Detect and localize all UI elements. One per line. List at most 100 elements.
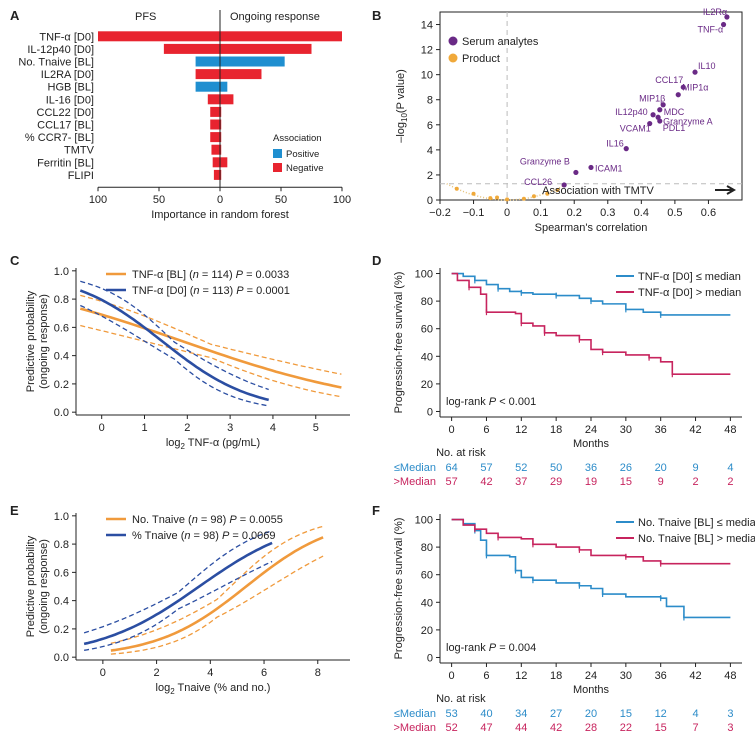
x-tick-label: 24 [585, 670, 597, 682]
y-tick-label: 40 [421, 597, 433, 609]
x-tick-label: 2 [184, 422, 190, 434]
x-tick-label: 0 [217, 194, 223, 206]
panel-b: −0.2 −0.1 0 0.1 0.2 0.3 0.4 0.5 0.6 0 2 4 6 8 10 12 14 Sp… [395, 7, 743, 234]
point-label: CCL26 [524, 177, 552, 187]
risk-low-value: 50 [550, 462, 562, 474]
product-point-4 [505, 197, 510, 202]
legend-dot-product [448, 53, 458, 63]
legend-label-1: % Tnaive (n = 98) P = 0.0069 [132, 530, 276, 542]
risk-high-value: 7 [692, 722, 698, 734]
x-axis-label: log2 Tnaive (% and no.) [156, 682, 271, 696]
point-label: MDC [664, 107, 685, 117]
legend-label-1: TNF-α [D0] > median [638, 287, 741, 299]
y-axis-label-2: (ongoing response) [38, 294, 50, 389]
panel-e: 0 2 4 6 8 0.0 0.2 0.4 0.6 0.8 1.0 log2 Tnaive (% an… [25, 511, 350, 696]
x-tick-label: 48 [724, 670, 736, 682]
y-axis-label: Progression-free survival (%) [393, 272, 405, 414]
y-tick-label: 6 [427, 120, 433, 132]
x-tick-label: 0 [504, 207, 510, 219]
risk-high-value: 42 [480, 476, 492, 488]
y-tick-label: 0.2 [54, 379, 69, 391]
legend-product: Product [462, 53, 500, 65]
point-label: IL12p40 [615, 107, 648, 117]
y-tick-label: 100 [415, 515, 433, 527]
product-point-3 [545, 191, 550, 196]
risk-low-value: 12 [655, 708, 667, 720]
x-axis-label: Spearman's correlation [535, 222, 648, 234]
legend-dot-serum [448, 36, 458, 46]
risk-high-value: 2 [727, 476, 733, 488]
risk-high-value: 44 [515, 722, 527, 734]
y-tick-label: 80 [421, 542, 433, 554]
serum-point-14 [561, 182, 567, 188]
x-axis-label: Months [573, 438, 610, 450]
legend-title: Association [273, 133, 322, 144]
point-label: IL16 [606, 139, 624, 149]
y-axis-label: –log10(P value) [395, 69, 409, 143]
y-tick-label: 0.8 [54, 539, 69, 551]
risk-high-value: 47 [480, 722, 492, 734]
risk-high-value: 9 [658, 476, 664, 488]
tmtv-annotation: Association with TMTV [542, 185, 654, 197]
risk-high-value: 28 [585, 722, 597, 734]
y-tick-label: 8 [427, 95, 433, 107]
x-tick-label: 30 [620, 670, 632, 682]
x-tick-label: 0.6 [701, 207, 716, 219]
x-tick-label: 100 [333, 194, 351, 206]
y-tick-label: 0 [427, 652, 433, 664]
product-point-0 [495, 195, 500, 200]
risk-title: No. at risk [436, 693, 486, 705]
y-tick-label: 0 [427, 195, 433, 207]
panel-label-B: B [372, 8, 381, 23]
y-tick-label: 80 [421, 296, 433, 308]
product-point-2 [471, 191, 476, 196]
x-tick-label: 36 [655, 424, 667, 436]
category-label: TNF-α [D0] [39, 31, 94, 43]
x-tick-label: 0.2 [567, 207, 582, 219]
legend-label-0: No. Tnaive (n = 98) P = 0.0055 [132, 514, 283, 526]
x-tick-label: 12 [515, 670, 527, 682]
km-curve-0 [451, 272, 731, 316]
legend-serum: Serum analytes [462, 36, 539, 48]
risk-low-value: 40 [480, 708, 492, 720]
bar-1 [163, 43, 312, 54]
point-label: MIP1β [639, 94, 665, 104]
risk-low-value: 26 [620, 462, 632, 474]
x-tick-label: 50 [275, 194, 287, 206]
risk-high-value: 37 [515, 476, 527, 488]
y-tick-label: 0.4 [54, 596, 69, 608]
point-label: MIP1α [682, 83, 708, 93]
y-tick-label: 4 [427, 145, 433, 157]
serum-point-6 [657, 107, 663, 113]
ci-lower-0 [110, 555, 324, 655]
bar-11 [213, 169, 222, 180]
category-label: CCL22 [D0] [37, 107, 94, 119]
risk-high-value: 22 [620, 722, 632, 734]
risk-low-value: 53 [445, 708, 457, 720]
y-axis-label-2: (ongoing response) [38, 539, 50, 634]
x-tick-label: 18 [550, 670, 562, 682]
product-point-6 [555, 187, 560, 192]
risk-low-value: 36 [585, 462, 597, 474]
y-axis-label-1: Predictive probability [25, 535, 37, 637]
x-tick-label: 4 [270, 422, 276, 434]
risk-high-value: 3 [727, 722, 733, 734]
y-tick-label: 0.6 [54, 567, 69, 579]
legend-label-0: TNF-α [BL] (n = 114) P = 0.0033 [132, 269, 289, 281]
y-tick-label: 1.0 [54, 511, 69, 523]
ci-lower-1 [80, 304, 269, 407]
x-tick-label: 1 [141, 422, 147, 434]
risk-low-value: 4 [727, 462, 733, 474]
point-label: Granzyme B [520, 156, 570, 166]
ci-lower-0 [80, 324, 342, 398]
point-label: Granzyme A [663, 116, 713, 126]
y-tick-label: 0.2 [54, 624, 69, 636]
x-tick-label: 24 [585, 424, 597, 436]
x-tick-label: 4 [207, 667, 213, 679]
serum-point-7 [650, 112, 656, 118]
panel-f: 0 6 12 18 24 30 36 42 48 0 20 40 60 80 100 Months Progre… [393, 514, 755, 734]
product-point-8 [531, 194, 536, 199]
x-tick-label: 0.4 [634, 207, 649, 219]
category-label: FLIPI [68, 170, 94, 182]
